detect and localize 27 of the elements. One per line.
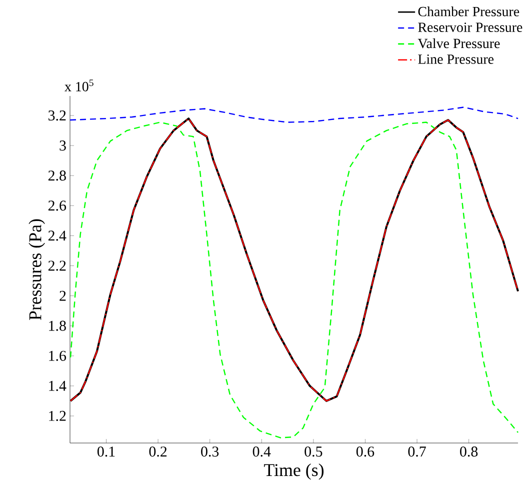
y-tick-label: 2.6 — [48, 200, 66, 211]
legend-label: Line Pressure — [418, 54, 494, 64]
line-series — [69, 106, 519, 123]
y-tick-label: 3 — [60, 140, 66, 151]
x-tick-label: 0.5 — [304, 446, 322, 457]
y-tick-label: 1.8 — [49, 320, 66, 331]
x-tick-label: 0.4 — [252, 446, 271, 457]
x-tick-label: 0.8 — [460, 446, 478, 457]
x-tick-label: 0.1 — [97, 446, 115, 457]
y-axis-title: Pressures (Pa) — [28, 219, 45, 320]
y-tick-label: 2 — [60, 290, 66, 301]
x-tick-label: 0.6 — [356, 446, 374, 457]
y-tick-label: 1.2 — [49, 410, 66, 422]
x-tick-label: 0.3 — [201, 446, 219, 457]
x-tick-label: 0.7 — [408, 446, 426, 457]
x-axis-title: Time (s) — [264, 464, 324, 480]
legend-label: Reservoir Pressure — [418, 22, 522, 32]
y-tick-label: 2.8 — [48, 170, 66, 181]
y-tick-label: 1.4 — [49, 380, 66, 391]
y-tick-label: 3.2 — [48, 110, 66, 121]
text: x 10$^{5}$ — [64, 80, 94, 92]
legend-label: Chamber Pressure — [418, 6, 520, 16]
y-tick-label: 2.2 — [48, 260, 66, 271]
y-tick-label: 1.6 — [49, 350, 66, 361]
y-tick-label: 2.4 — [48, 230, 66, 241]
legend-label: Valve Pressure — [418, 38, 500, 48]
x-tick-label: 0.2 — [149, 446, 167, 457]
